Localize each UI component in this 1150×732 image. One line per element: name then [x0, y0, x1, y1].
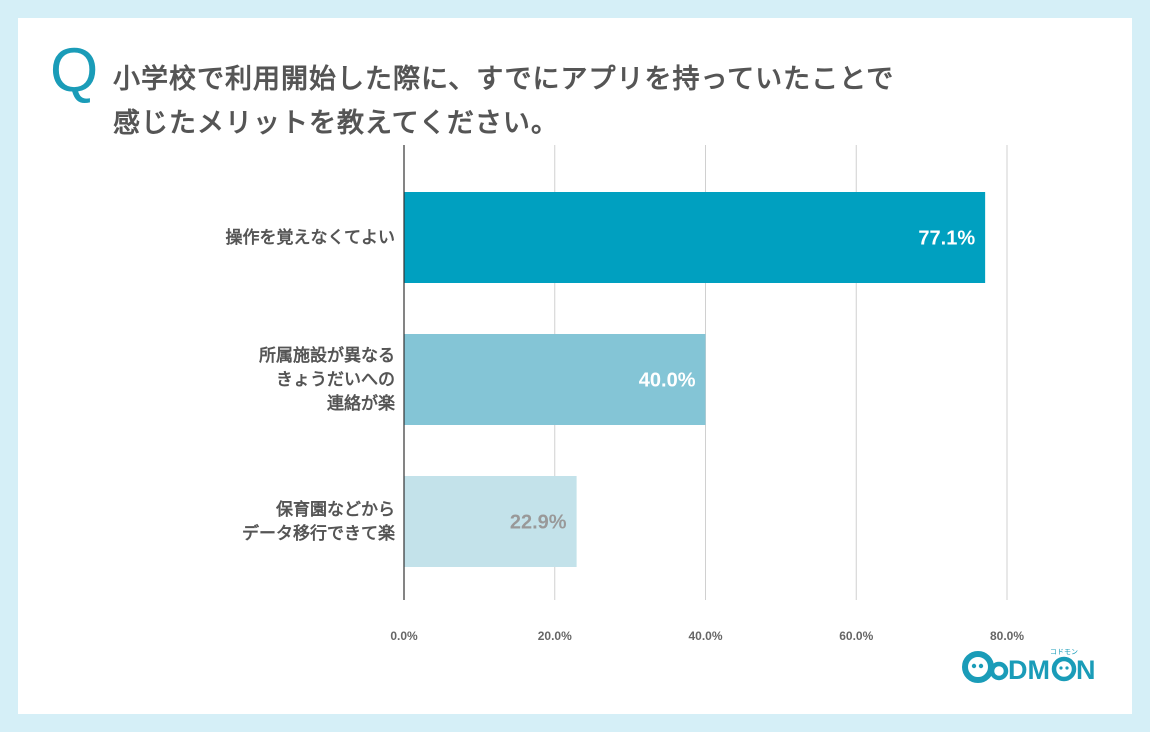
- question-mark: Q: [50, 36, 99, 105]
- chart-title: 小学校で利用開始した際に、すでにアプリを持っていたことで 感じたメリットを教えて…: [113, 58, 894, 146]
- x-tick-label: 40.0%: [688, 629, 722, 643]
- bar: [404, 476, 577, 567]
- title-line-2: 感じたメリットを教えてください。: [113, 108, 559, 139]
- category-label-line: 所属施設が異なる: [259, 345, 395, 366]
- x-tick-label: 20.0%: [538, 629, 572, 643]
- logo-kana: コドモン: [1050, 648, 1078, 656]
- category-label-line: データ移行できて楽: [242, 523, 395, 544]
- x-tick-label: 0.0%: [390, 629, 418, 643]
- data-label: 77.1%: [918, 228, 975, 250]
- category-label-line: 連絡が楽: [327, 393, 395, 414]
- svg-text:DM: DM: [1008, 655, 1050, 685]
- bar: [404, 192, 986, 283]
- data-label: 22.9%: [510, 512, 567, 534]
- category-label: 所属施設が異なるきょうだいへの連絡が楽: [155, 344, 395, 416]
- x-tick-label: 80.0%: [990, 629, 1024, 643]
- svg-text:N: N: [1076, 655, 1096, 685]
- bar: [404, 334, 706, 425]
- category-label-line: 操作を覚えなくてよい: [225, 227, 396, 248]
- category-label-line: きょうだいへの: [276, 369, 395, 390]
- data-label: 40.0%: [639, 370, 696, 392]
- x-tick-label: 60.0%: [839, 629, 873, 643]
- category-label-line: 保育園などから: [276, 499, 395, 520]
- title-line-1: 小学校で利用開始した際に、すでにアプリを持っていたことで: [113, 64, 895, 95]
- category-label: 保育園などからデータ移行できて楽: [155, 498, 395, 546]
- codmon-logo: DM N コドモン: [962, 645, 1102, 689]
- category-label: 操作を覚えなくてよい: [155, 226, 396, 250]
